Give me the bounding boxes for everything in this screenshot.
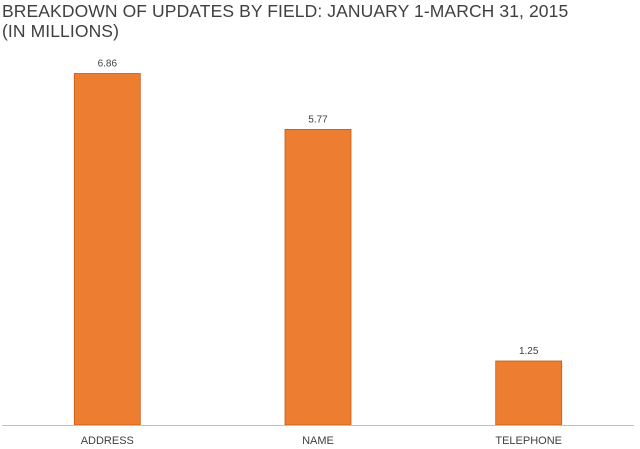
value-label-telephone: 1.25 — [519, 346, 539, 357]
bar-telephone — [495, 360, 563, 426]
category-label-address: ADDRESS — [81, 435, 134, 447]
chart-title: BREAKDOWN OF UPDATES BY FIELD: JANUARY 1… — [2, 1, 568, 41]
chart-subtitle: (IN MILLIONS) — [2, 21, 120, 41]
bars-layer — [73, 73, 563, 426]
category-label-telephone: TELEPHONE — [495, 435, 562, 447]
value-label-name: 5.77 — [308, 114, 328, 125]
value-label-address: 6.86 — [98, 59, 118, 70]
bar-address — [73, 73, 141, 426]
bar-name — [284, 128, 352, 426]
chart-title-line: BREAKDOWN OF UPDATES BY FIELD: JANUARY 1… — [2, 1, 569, 21]
category-label-name: NAME — [302, 435, 334, 447]
labels-layer: 6.86 ADDRESS 5.77 NAME 1.25 TELEPHONE — [81, 59, 562, 448]
